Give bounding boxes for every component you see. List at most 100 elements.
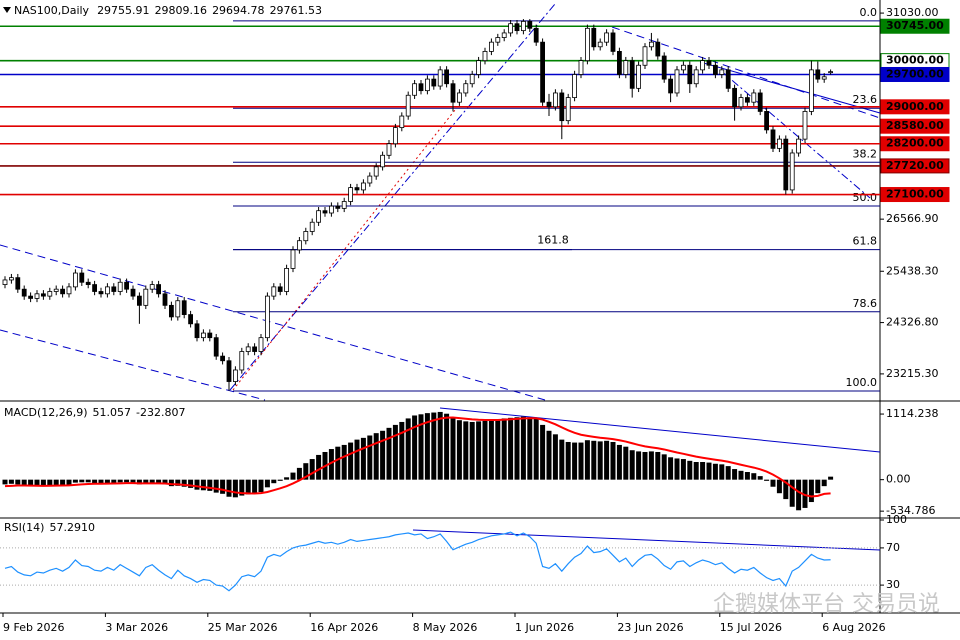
candle-body: [706, 60, 712, 66]
fib-label: 0.0: [860, 6, 878, 19]
candle-body: [277, 286, 283, 292]
candle-body: [296, 240, 302, 251]
candle-body: [149, 284, 155, 290]
candle-body: [348, 187, 354, 202]
candle-body: [809, 69, 814, 112]
macd-bar: [789, 479, 795, 507]
macd-bar: [674, 458, 680, 480]
macd-bar: [700, 462, 706, 480]
candle-body: [399, 115, 405, 128]
candle-body: [828, 71, 833, 74]
macd-bar: [636, 451, 642, 480]
candle-body: [668, 78, 673, 94]
macd-bar: [367, 435, 373, 480]
macd-bar: [28, 479, 34, 487]
candle-body: [354, 187, 360, 191]
candle-body: [521, 20, 526, 32]
macd-bar: [15, 479, 21, 485]
candle-body: [476, 60, 482, 75]
candle-body: [41, 293, 46, 297]
candle-body: [117, 281, 123, 292]
candle-body: [732, 87, 737, 108]
macd-bar: [418, 414, 424, 480]
candle-body: [2, 279, 8, 285]
macd-bar: [732, 469, 738, 480]
macd-bar: [725, 466, 731, 480]
macd-bar: [21, 479, 27, 486]
candle-body: [681, 64, 686, 71]
macd-bar: [40, 479, 46, 487]
fib-label: 50.0: [853, 191, 878, 204]
level-label: 30000.00: [886, 54, 944, 67]
macd-bar: [271, 479, 277, 484]
candle-body: [207, 332, 213, 339]
candle-body: [617, 51, 622, 75]
candle-body: [649, 41, 654, 48]
signal-line: [4, 416, 831, 498]
macd-bar: [424, 413, 430, 480]
candle-body: [181, 300, 187, 315]
macd-bar: [661, 454, 667, 480]
macd-bar: [194, 479, 200, 490]
macd-bar: [290, 472, 296, 480]
high: 29809.16: [155, 4, 208, 17]
macd-bar: [514, 417, 520, 480]
macd-bar: [149, 479, 155, 483]
candle-body: [220, 355, 226, 362]
candle-body: [34, 293, 40, 299]
candle-body: [700, 60, 705, 71]
candle-body: [200, 332, 206, 339]
candle-body: [258, 337, 264, 352]
macd-bar: [8, 479, 14, 484]
macd-bar: [264, 479, 270, 488]
y-tick-label: 24326.80: [886, 316, 939, 329]
candle-body: [386, 143, 392, 156]
candle-body: [437, 69, 443, 87]
macd-bar: [111, 479, 117, 484]
candle-body: [693, 69, 699, 85]
macd-bar: [143, 479, 149, 484]
macd-bar: [335, 446, 341, 480]
level-label: 29700.00: [886, 67, 944, 80]
macd-bar: [226, 479, 232, 497]
x-tick-label: 9 Feb 2026: [3, 621, 64, 634]
macd-bar: [476, 421, 482, 480]
macd-bar: [488, 420, 494, 480]
candle-body: [85, 281, 91, 285]
macd-bar: [136, 479, 142, 485]
candle-body: [412, 83, 418, 96]
candle-body: [213, 337, 219, 357]
macd-bar: [540, 424, 546, 480]
macd-value: 51.057: [93, 406, 132, 419]
macd-bar: [546, 430, 552, 480]
macd-bar: [2, 479, 8, 485]
macd-bar: [66, 479, 72, 485]
candle-body: [488, 41, 494, 52]
macd-bar: [610, 441, 616, 480]
candle-body: [540, 41, 545, 103]
macd-bar: [175, 479, 181, 486]
macd-bar: [168, 479, 174, 487]
macd-bar: [687, 460, 693, 480]
candle-body: [328, 205, 334, 214]
candle-body: [47, 291, 53, 297]
x-tick-label: 25 Mar 2026: [208, 621, 278, 634]
candle-body: [501, 32, 507, 38]
macd-bar: [744, 472, 750, 480]
macd-bar: [712, 463, 718, 480]
y-tick-label: 23215.30: [886, 367, 939, 380]
candle-body: [136, 295, 142, 306]
x-tick-label: 15 Jul 2026: [720, 621, 782, 634]
macd-bar: [597, 441, 603, 480]
x-tick-label: 3 Mar 2026: [105, 621, 168, 634]
macd-bar: [648, 451, 654, 480]
candle-body: [424, 78, 430, 92]
y-tick-label: -534.786: [886, 504, 935, 517]
candle-body: [168, 304, 174, 318]
macd-bar: [354, 439, 360, 480]
candle-body: [553, 92, 558, 108]
y-tick-label: 70: [886, 541, 900, 554]
macd-bar: [207, 479, 213, 491]
candle-body: [143, 288, 149, 306]
candle-body: [322, 210, 328, 214]
